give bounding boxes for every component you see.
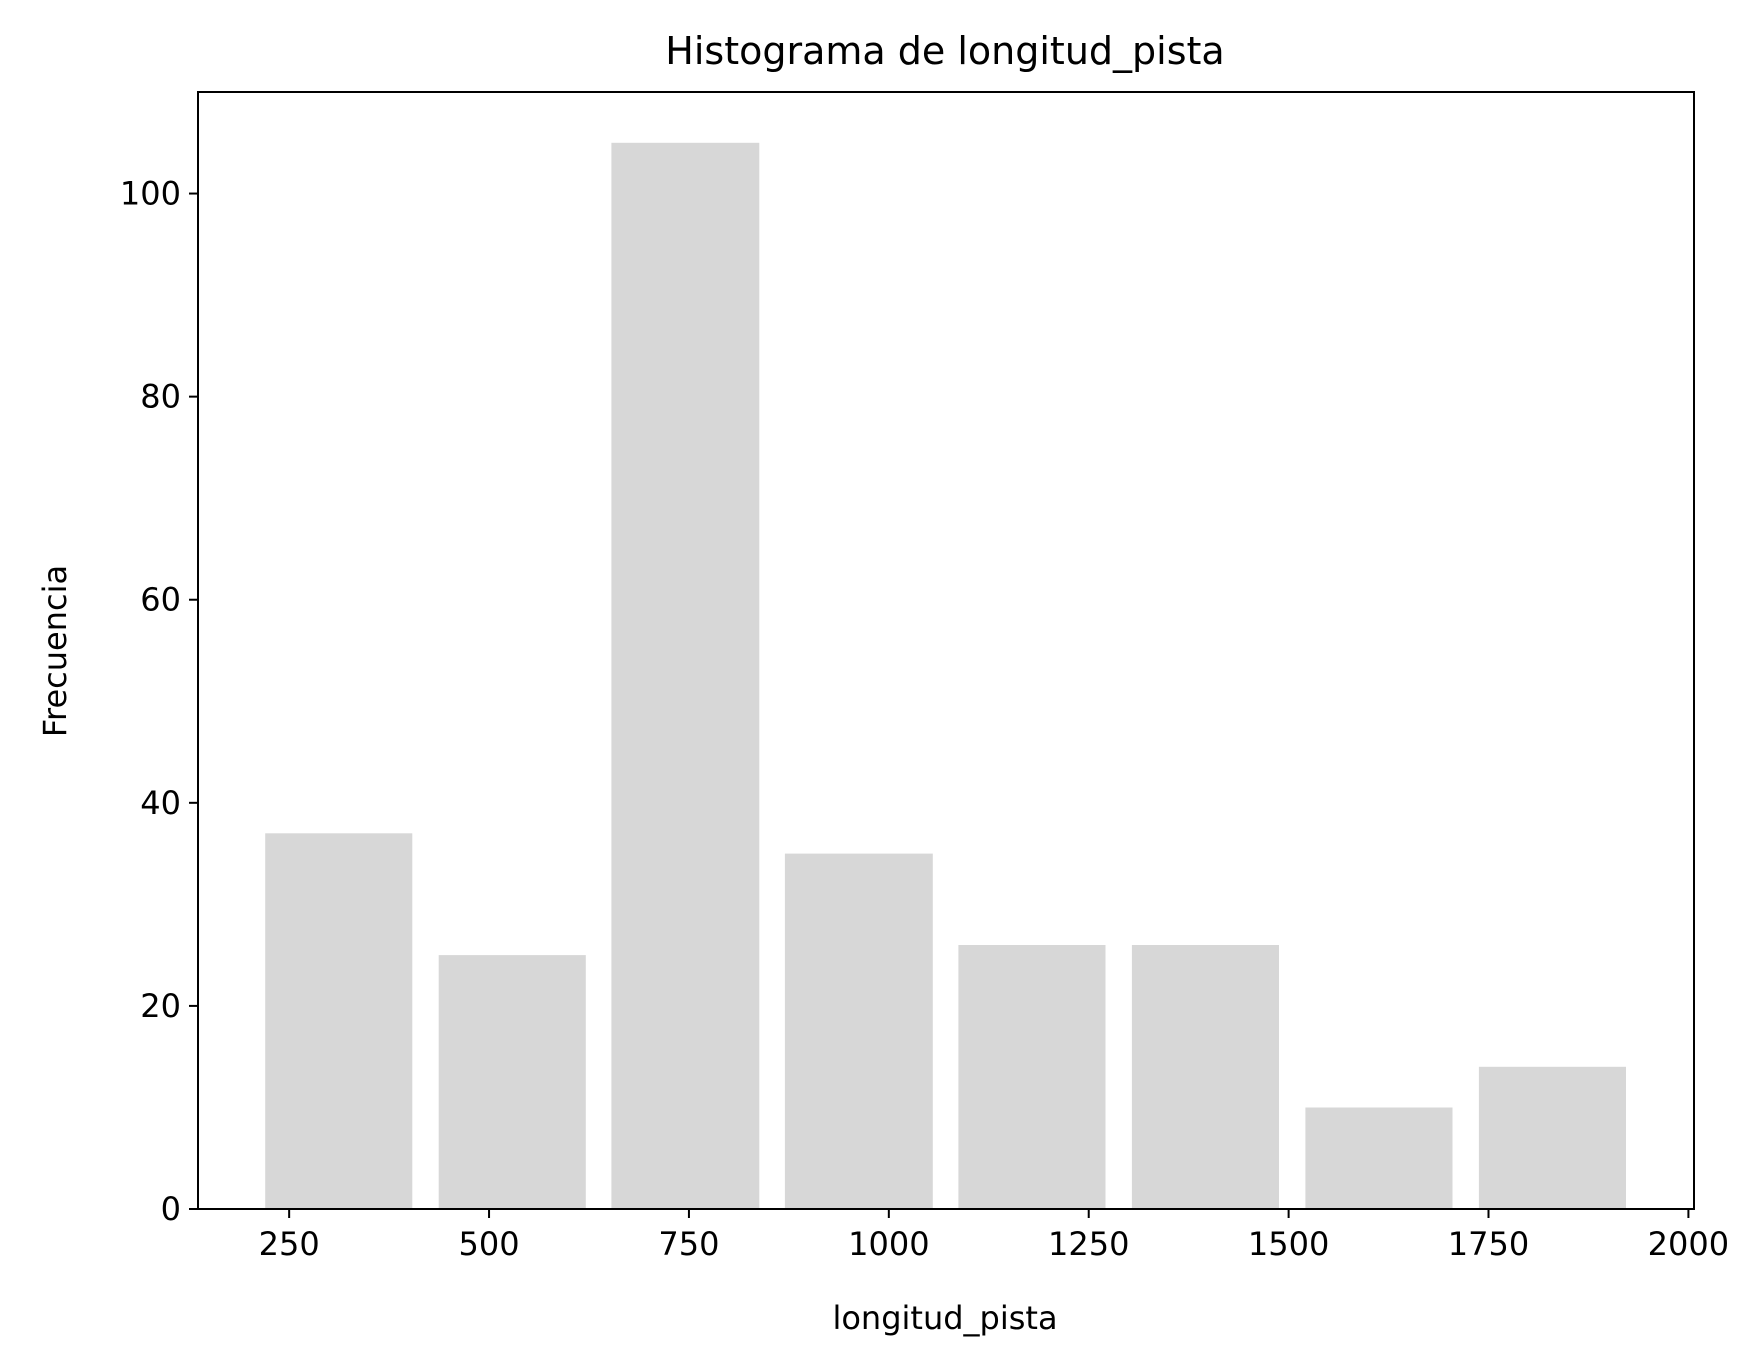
histogram-bar-2 [438,955,586,1209]
x-tick-label: 1000 [848,1225,929,1263]
x-tick-label: 750 [658,1225,719,1263]
y-tick-label: 0 [161,1190,181,1228]
chart-title: Histograma de longitud_pista [665,29,1224,73]
y-tick-label: 100 [120,175,181,213]
histogram-bar-6 [1131,945,1279,1209]
y-tick-label: 20 [140,987,181,1025]
histogram-bar-3 [611,142,760,1209]
plot-frame [197,91,1695,1210]
histogram-bar-8 [1478,1066,1626,1209]
histogram-bar-5 [958,945,1106,1209]
x-axis-ticks: 250 500 750 1000 1250 1500 1750 2000 [259,1209,1729,1263]
histogram-bar-1 [265,833,413,1209]
y-axis-label: Frecuencia [36,565,74,737]
histogram-bar-7 [1305,1107,1453,1209]
x-tick-label: 500 [459,1225,520,1263]
y-tick-label: 60 [140,581,181,619]
histogram-bar-4 [784,853,933,1209]
y-tick-label: 80 [140,378,181,416]
bars-group [265,142,1626,1209]
x-axis-label: longitud_pista [832,1299,1057,1337]
x-tick-label: 1500 [1248,1225,1329,1263]
x-tick-label: 2000 [1648,1225,1729,1263]
x-tick-label: 1250 [1048,1225,1129,1263]
y-tick-label: 40 [140,784,181,822]
x-tick-label: 250 [259,1225,320,1263]
x-tick-label: 1750 [1448,1225,1529,1263]
y-axis-ticks: 0 20 40 60 80 100 [120,175,198,1228]
